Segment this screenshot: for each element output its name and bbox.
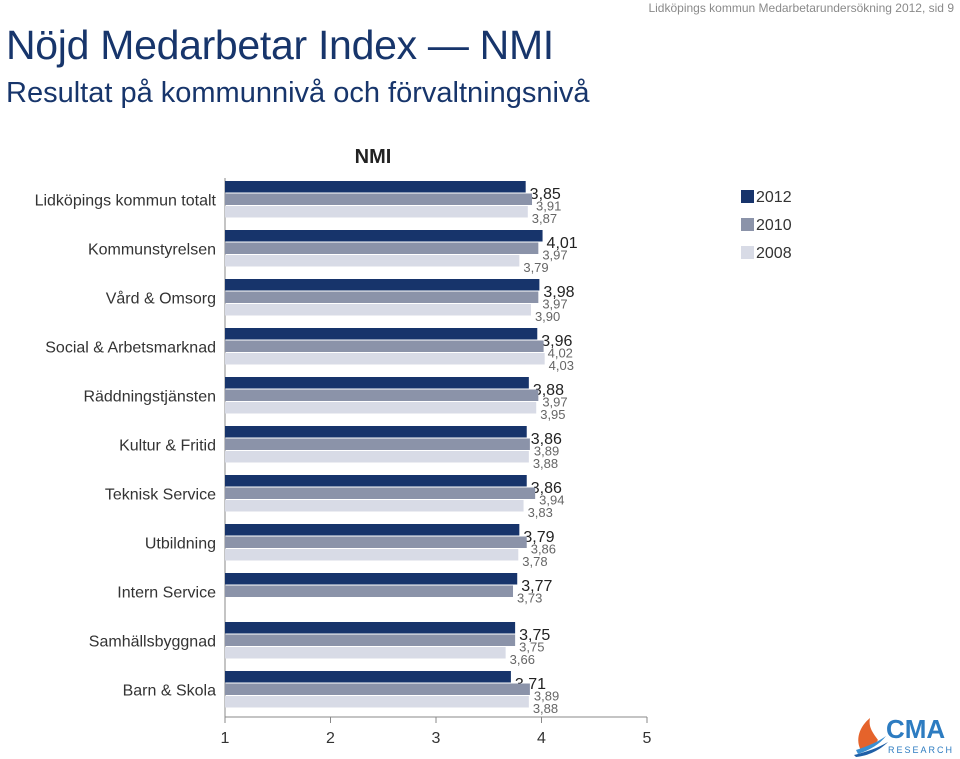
x-tick-label: 3 xyxy=(432,730,441,747)
data-label-2010: 3,73 xyxy=(517,590,542,605)
bar-2010 xyxy=(225,536,527,548)
category-label: Intern Service xyxy=(117,584,216,601)
category-label: Utbildning xyxy=(145,535,216,552)
data-label-2010: 3,86 xyxy=(531,541,556,556)
bar-2012 xyxy=(225,230,543,242)
bar-2012 xyxy=(225,328,538,340)
data-label-2010: 3,97 xyxy=(542,247,567,262)
data-label-2010: 3,94 xyxy=(539,492,564,507)
data-label-2012: 3,75 xyxy=(519,627,550,644)
bar-2012 xyxy=(225,426,527,438)
bar-2008 xyxy=(225,206,528,218)
data-label-2012: 3,85 xyxy=(530,186,561,203)
legend-label-2008: 2008 xyxy=(756,245,792,262)
chart-title: NMI xyxy=(355,146,392,168)
data-label-2012: 3,79 xyxy=(523,529,554,546)
bar-2008 xyxy=(225,451,529,463)
data-label-2008: 3,78 xyxy=(522,554,547,569)
bar-2012 xyxy=(225,181,526,193)
bar-2008 xyxy=(225,647,506,659)
data-label-2010: 3,97 xyxy=(542,296,567,311)
data-label-2008: 4,03 xyxy=(549,358,574,373)
category-label: Vård & Omsorg xyxy=(106,289,216,307)
data-label-2008: 3,79 xyxy=(523,260,548,275)
data-label-2012: 3,86 xyxy=(531,480,562,497)
bar-2012 xyxy=(225,622,516,634)
bar-2008 xyxy=(225,696,529,708)
bar-2010 xyxy=(225,438,530,450)
data-label-2012: 3,86 xyxy=(531,431,562,448)
bar-2012 xyxy=(225,279,540,291)
data-label-2012: 3,88 xyxy=(533,382,564,399)
data-label-2010: 4,02 xyxy=(548,345,573,360)
legend-swatch-2012 xyxy=(741,190,754,203)
x-tick-label: 1 xyxy=(221,730,230,747)
data-label-2008: 3,88 xyxy=(533,701,558,716)
bar-2010 xyxy=(225,340,544,352)
x-tick-label: 4 xyxy=(537,730,546,747)
page-header-note: Lidköpings kommun Medarbetarundersökning… xyxy=(648,1,954,15)
bar-2008 xyxy=(225,353,545,365)
data-label-2010: 3,75 xyxy=(519,639,544,654)
data-label-2008: 3,66 xyxy=(510,652,535,667)
bar-2010 xyxy=(225,242,539,254)
data-label-2012: 3,96 xyxy=(541,333,572,350)
data-label-2008: 3,87 xyxy=(532,211,557,226)
data-label-2012: 3,98 xyxy=(543,284,574,301)
legend-swatch-2010 xyxy=(741,218,754,231)
bar-2012 xyxy=(225,573,518,585)
bar-2008 xyxy=(225,255,520,267)
x-tick-label: 5 xyxy=(643,730,652,747)
logo-text: CMA xyxy=(886,714,945,744)
bar-2010 xyxy=(225,487,536,499)
legend-label-2010: 2010 xyxy=(756,217,792,234)
data-label-2010: 3,89 xyxy=(534,443,559,458)
bar-2008 xyxy=(225,402,537,414)
category-label: Social & Arbetsmarknad xyxy=(45,339,216,356)
cma-research-logo: CMA RESEARCH xyxy=(854,714,954,757)
bar-2010 xyxy=(225,291,539,303)
bar-2010 xyxy=(225,634,516,646)
logo-flame-icon xyxy=(854,718,888,757)
bar-2010 xyxy=(225,585,514,597)
legend-label-2012: 2012 xyxy=(756,189,792,206)
category-label: Kultur & Fritid xyxy=(119,437,216,454)
x-tick-label: 2 xyxy=(326,730,335,747)
data-label-2008: 3,88 xyxy=(533,456,558,471)
bar-2010 xyxy=(225,193,533,205)
data-label-2012: 4,01 xyxy=(547,235,578,252)
bar-2012 xyxy=(225,377,529,389)
data-label-2010: 3,89 xyxy=(534,688,559,703)
bar-2008 xyxy=(225,500,524,512)
data-label-2010: 3,91 xyxy=(536,198,561,213)
legend-swatch-2008 xyxy=(741,246,754,259)
category-label: Barn & Skola xyxy=(123,682,216,699)
data-label-2012: 3,77 xyxy=(521,578,552,595)
bar-2012 xyxy=(225,524,520,536)
bar-2008 xyxy=(225,549,519,561)
data-label-2008: 3,95 xyxy=(540,407,565,422)
page-subtitle: Resultat på kommunnivå och förvaltningsn… xyxy=(6,77,590,109)
category-label: Samhällsbyggnad xyxy=(89,633,216,650)
category-label: Teknisk Service xyxy=(105,486,216,503)
bar-2010 xyxy=(225,683,530,695)
bar-2008 xyxy=(225,304,531,316)
data-label-2008: 3,83 xyxy=(528,505,553,520)
bar-2012 xyxy=(225,475,527,487)
category-label: Lidköpings kommun totalt xyxy=(35,192,217,209)
category-label: Kommunstyrelsen xyxy=(88,241,216,258)
data-label-2008: 3,90 xyxy=(535,309,560,324)
category-label: Räddningstjänsten xyxy=(83,388,216,405)
page-title: Nöjd Medarbetar Index — NMI xyxy=(6,22,554,68)
bar-2010 xyxy=(225,389,539,401)
logo-subtext: RESEARCH xyxy=(888,745,954,755)
bar-2012 xyxy=(225,671,511,683)
data-label-2010: 3,97 xyxy=(542,394,567,409)
